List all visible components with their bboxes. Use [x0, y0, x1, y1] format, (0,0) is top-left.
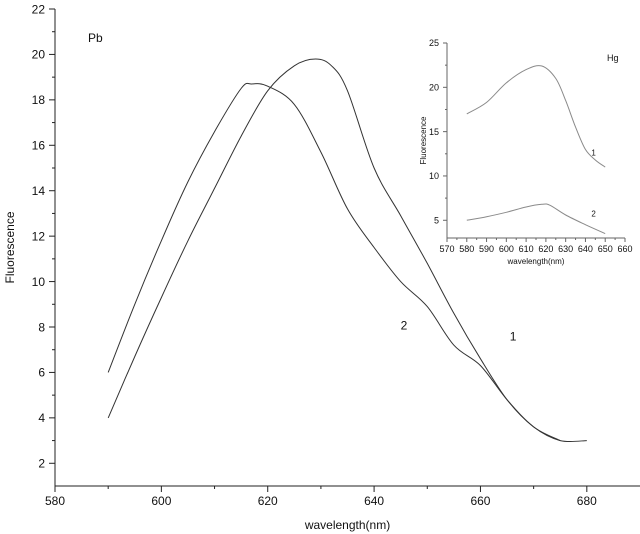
series-2-line — [466, 203, 606, 235]
series-2-label: 2 — [591, 210, 596, 219]
x-tick-label: 630 — [558, 244, 573, 254]
x-tick-label: 580 — [45, 494, 65, 508]
series-1-label: 1 — [510, 330, 517, 344]
y-tick-label: 12 — [32, 229, 46, 243]
y-tick-label: 15 — [429, 127, 439, 137]
series-2-line — [107, 82, 561, 442]
element-annotation: Pb — [88, 31, 103, 45]
x-tick-label: 590 — [479, 244, 494, 254]
y-tick-label: 10 — [429, 171, 439, 181]
x-tick-label: 620 — [538, 244, 553, 254]
x-tick-label: 680 — [577, 494, 597, 508]
x-tick-label: 620 — [258, 494, 278, 508]
main-chart: 580 600 620 640 660 680246810121416182022wave… — [3, 2, 640, 532]
y-tick-label: 14 — [32, 184, 46, 198]
x-axis-label: wavelength(nm) — [304, 518, 390, 532]
y-tick-label: 8 — [38, 320, 45, 334]
y-tick-label: 2 — [38, 457, 45, 471]
x-tick-label: 580 — [459, 244, 474, 254]
x-tick-label: 640 — [364, 494, 384, 508]
y-axis-label: Fluorescence — [3, 211, 17, 283]
series-1-label: 1 — [591, 149, 596, 158]
x-tick-label: 570 — [439, 244, 454, 254]
x-axis-label: wavelength(nm) — [507, 257, 565, 266]
y-axis-label: Fluorescence — [419, 116, 428, 165]
x-tick-label: 660 — [470, 494, 490, 508]
x-tick-label: 610 — [519, 244, 534, 254]
y-tick-label: 22 — [32, 2, 46, 16]
x-tick-label: 600 — [499, 244, 514, 254]
y-tick-label: 4 — [38, 411, 45, 425]
series-2-label: 2 — [401, 318, 408, 332]
x-tick-label: 640 — [578, 244, 593, 254]
y-tick-label: 5 — [434, 216, 439, 226]
y-tick-label: 20 — [32, 48, 46, 62]
y-tick-label: 20 — [429, 83, 439, 93]
inset-chart: 570 580 590 600 610 620 630 640 650 660 5 10 15 20 25 w… — [419, 38, 633, 266]
series-1-line — [107, 58, 587, 443]
y-tick-label: 6 — [38, 366, 45, 380]
x-tick-label: 650 — [598, 244, 613, 254]
series-1-line — [466, 65, 606, 168]
x-tick-label: 660 — [617, 244, 632, 254]
y-tick-label: 18 — [32, 93, 46, 107]
element-annotation: Hg — [607, 53, 619, 63]
y-tick-label: 16 — [32, 139, 46, 153]
y-tick-label: 25 — [429, 38, 439, 48]
y-tick-label: 10 — [32, 275, 46, 289]
x-tick-label: 600 — [151, 494, 171, 508]
